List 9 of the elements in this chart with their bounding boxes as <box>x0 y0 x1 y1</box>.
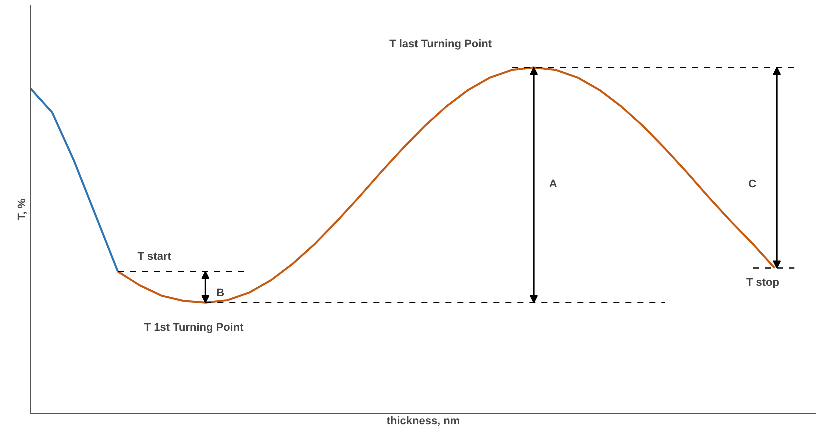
annotation: A <box>549 178 558 190</box>
x-axis-title: thickness, nm <box>386 416 460 428</box>
legend-label: T stop <box>746 277 780 290</box>
annotation: C <box>748 178 757 190</box>
annotation: B <box>216 287 225 300</box>
ref-line-label: T 1st Turning Point <box>144 322 244 334</box>
y-axis-title: T, % <box>16 198 28 220</box>
ref-line-label: T start <box>138 251 172 264</box>
ref-line-label: T last Turning Point <box>390 38 492 50</box>
